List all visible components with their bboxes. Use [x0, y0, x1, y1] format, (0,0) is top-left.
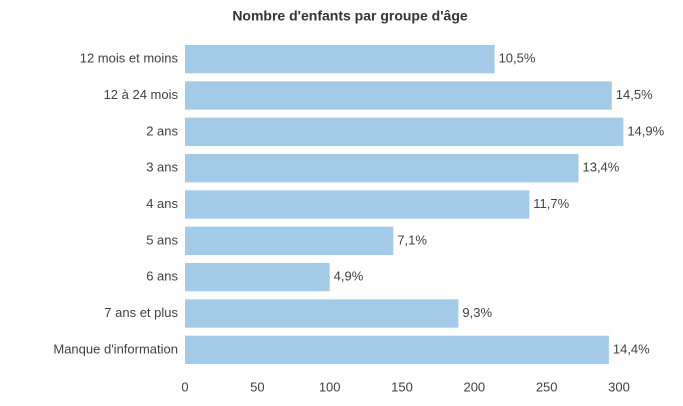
y-tick-label: 7 ans et plus	[104, 305, 178, 320]
y-tick-label: 3 ans	[146, 160, 178, 175]
data-label: 14,9%	[627, 123, 664, 138]
x-tick-label: 50	[250, 379, 264, 394]
y-tick-label: 6 ans	[146, 269, 178, 284]
data-label: 10,5%	[499, 51, 536, 66]
data-label: 4,9%	[334, 269, 364, 284]
x-tick-label: 0	[181, 379, 188, 394]
bar	[185, 117, 624, 147]
x-tick-label: 300	[608, 379, 630, 394]
x-tick-label: 200	[463, 379, 485, 394]
data-label: 11,7%	[533, 196, 569, 211]
data-label: 14,5%	[616, 87, 653, 102]
y-tick-label: 12 mois et moins	[80, 51, 179, 66]
y-tick-label: 5 ans	[146, 232, 178, 247]
x-tick-label: 100	[319, 379, 341, 394]
bar	[185, 153, 579, 183]
y-tick-label: 2 ans	[146, 123, 178, 138]
y-tick-label: 4 ans	[146, 196, 178, 211]
x-tick-label: 150	[391, 379, 413, 394]
bar	[185, 190, 530, 219]
bar	[185, 335, 609, 365]
bar	[185, 44, 495, 74]
bar	[185, 226, 394, 256]
bar	[185, 81, 612, 110]
chart-title: Nombre d'enfants par groupe d'âge	[232, 8, 468, 24]
data-label: 7,1%	[397, 232, 427, 247]
bar	[185, 262, 330, 292]
y-tick-label: 12 à 24 mois	[104, 87, 179, 102]
data-label: 13,4%	[582, 160, 619, 175]
data-label: 9,3%	[462, 305, 492, 320]
bar	[185, 299, 459, 328]
data-label: 14,4%	[613, 341, 650, 356]
y-tick-label: Manque d'information	[53, 341, 178, 356]
x-tick-label: 250	[536, 379, 558, 394]
